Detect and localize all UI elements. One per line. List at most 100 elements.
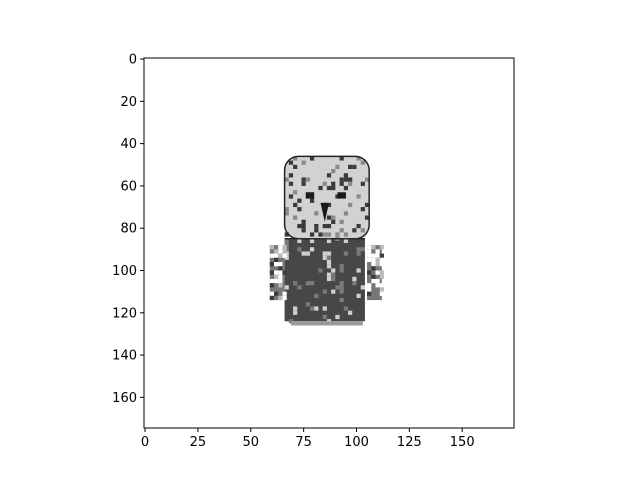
image-pixel <box>288 181 294 186</box>
x-tick-label: 25 <box>190 435 207 450</box>
image-pixel <box>269 283 275 288</box>
image-pixel <box>360 160 365 165</box>
image-pixel <box>326 173 332 178</box>
image-pixel <box>301 228 306 233</box>
image-pixel <box>322 306 327 311</box>
image-pixel <box>343 238 349 243</box>
image-pixel <box>282 291 287 296</box>
image-pixel <box>274 257 279 263</box>
image-pixel <box>284 232 289 237</box>
image-pixel <box>364 215 370 220</box>
image-pixel <box>278 295 283 301</box>
image-pixel <box>356 194 361 199</box>
image-pixel <box>274 274 279 279</box>
image-pixel <box>274 291 279 296</box>
image-pixel <box>339 281 344 286</box>
image-pixel <box>360 181 365 186</box>
image-pixel <box>339 228 344 233</box>
feet-line <box>290 321 363 326</box>
image-pixel <box>360 228 365 233</box>
image-pixel <box>301 223 306 229</box>
image-pixel <box>343 306 349 311</box>
image-pixel <box>305 251 310 256</box>
image-pixel <box>379 262 384 267</box>
image-pixel <box>278 274 283 279</box>
image-pixel <box>375 283 380 288</box>
y-tick-label: 0 <box>129 53 137 68</box>
image-pixel <box>282 253 287 258</box>
image-pixel <box>339 297 344 303</box>
image-pixel <box>379 287 384 292</box>
image-pixel <box>322 232 327 237</box>
image-pixel <box>293 156 298 161</box>
image-pixel <box>348 310 353 315</box>
image-pixel <box>339 285 344 290</box>
right-eye-mark <box>337 192 346 199</box>
image-pixel <box>360 247 365 252</box>
image-pixel <box>367 245 372 250</box>
image-pixel <box>367 283 372 288</box>
image-pixel <box>326 223 332 229</box>
image-pixel <box>288 160 294 165</box>
image-pixel <box>339 264 344 269</box>
image-pixel <box>309 281 315 286</box>
image-pixel <box>379 291 384 296</box>
image-pixel <box>282 295 287 301</box>
image-pixel <box>297 285 302 290</box>
image-pixel <box>356 293 361 298</box>
image-pixel <box>269 253 275 258</box>
image-pixel <box>348 202 353 208</box>
image-pixel <box>314 228 319 233</box>
image-pixel <box>375 262 380 267</box>
image-pixel <box>282 270 287 275</box>
x-tick-label: 75 <box>295 435 312 450</box>
image-pixel <box>309 247 315 252</box>
image-pixel <box>339 289 344 294</box>
image-pixel <box>343 211 349 216</box>
image-pixel <box>269 295 275 301</box>
image-pixel <box>331 181 336 186</box>
image-pixel <box>360 285 365 290</box>
image-pixel <box>301 251 306 256</box>
image-pixel <box>269 270 275 275</box>
image-pixel <box>335 232 340 237</box>
image-pixel <box>293 306 298 311</box>
image-pixel <box>293 310 298 315</box>
image-pixel <box>335 164 340 169</box>
image-pixel <box>343 185 349 191</box>
beak-mark <box>320 202 329 222</box>
left-eye-mark <box>305 192 315 199</box>
image-pixel <box>367 253 372 258</box>
image-pixel <box>274 249 279 254</box>
image-pixel <box>371 262 376 267</box>
image-pixel <box>284 177 289 182</box>
image-pixel <box>305 302 310 307</box>
image-pixel <box>331 289 336 294</box>
image-pixel <box>356 247 361 252</box>
image-pixel <box>348 177 353 182</box>
x-tick-label: 150 <box>450 435 475 450</box>
image-pixel <box>282 245 287 250</box>
image-pixel <box>371 278 376 284</box>
image-pixel <box>318 268 323 273</box>
image-pixel <box>269 245 275 250</box>
y-tick-label: 120 <box>112 306 137 321</box>
image-pixel <box>331 276 336 282</box>
image-pixel <box>282 249 287 254</box>
image-pixel <box>326 238 332 243</box>
image-pixel <box>360 207 365 212</box>
image-detail-layer <box>269 155 384 326</box>
image-pixel <box>375 257 380 263</box>
image-pixel <box>284 207 289 212</box>
image-pixel <box>301 160 306 165</box>
image-pixel <box>343 173 349 178</box>
image-pixel <box>301 181 306 186</box>
image-pixel <box>379 270 384 275</box>
image-pixel <box>339 156 344 161</box>
y-axis: 0 20 40 60 80 100 120 140 160 <box>112 53 144 406</box>
image-pixel <box>293 215 298 220</box>
image-pixel <box>301 219 306 224</box>
image-pixel <box>371 266 376 271</box>
